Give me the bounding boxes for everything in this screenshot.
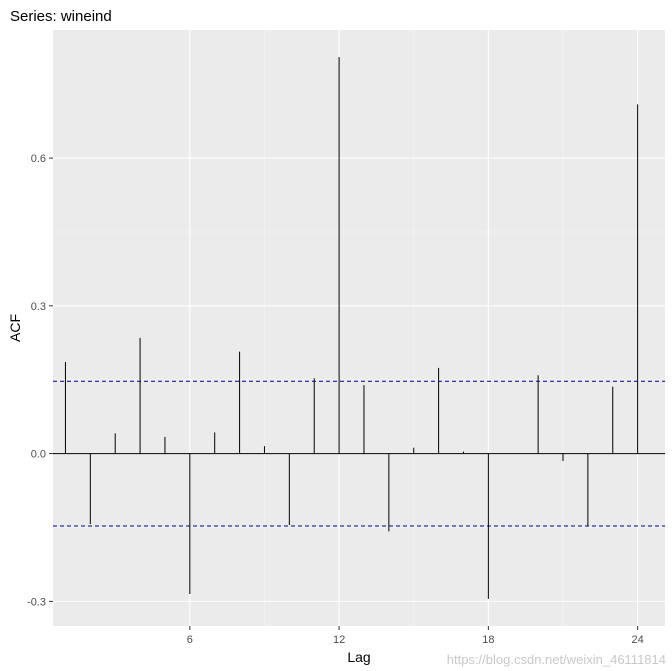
y-tick-label: 0.0 bbox=[31, 449, 46, 461]
x-tick-label: 24 bbox=[632, 634, 644, 646]
x-tick-label: 6 bbox=[187, 634, 193, 646]
watermark-text: https://blog.csdn.net/weixin_46111814 bbox=[446, 652, 666, 667]
x-tick-label: 18 bbox=[482, 634, 494, 646]
grid-minor bbox=[53, 30, 665, 626]
chart-title: Series: wineind bbox=[10, 8, 112, 25]
x-axis-title: Lag bbox=[347, 649, 370, 665]
x-tick-label: 12 bbox=[333, 634, 345, 646]
acf-spikes bbox=[64, 57, 639, 599]
plot-panel bbox=[53, 30, 665, 626]
y-tick-label: 0.3 bbox=[31, 301, 46, 313]
y-axis-title: ACF bbox=[7, 314, 23, 342]
y-tick-label: -0.3 bbox=[27, 596, 46, 608]
x-axis-ticks: 6 12 18 24 bbox=[187, 626, 644, 646]
y-axis-ticks: -0.3 0.0 0.3 0.6 bbox=[27, 153, 53, 608]
y-tick-label: 0.6 bbox=[31, 153, 46, 165]
confidence-bounds bbox=[53, 380, 665, 527]
